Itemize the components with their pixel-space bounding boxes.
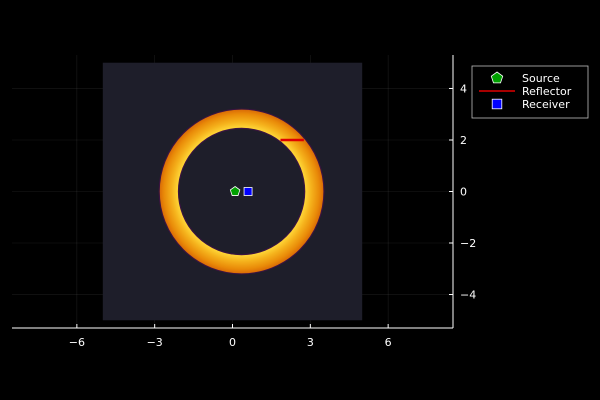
- x-tick-label: 0: [229, 336, 236, 349]
- source-point: [229, 186, 241, 196]
- x-tick-label: 6: [385, 336, 392, 349]
- legend-receiver-swatch: [491, 98, 503, 110]
- x-tick-label: −6: [69, 336, 85, 349]
- ring-outer-edge: [158, 108, 325, 275]
- y-tick-label: 0: [460, 186, 467, 199]
- y-tick-label: −4: [460, 289, 476, 302]
- x-tick-label: −3: [147, 336, 163, 349]
- y-tick-label: −2: [460, 237, 476, 250]
- ring-inner-edge: [177, 127, 306, 256]
- data-marks: [229, 138, 304, 196]
- legend-receiver-label: Receiver: [522, 98, 570, 111]
- legend-source-swatch: [490, 71, 504, 84]
- y-tick-label: 2: [460, 134, 467, 147]
- receiver-point: [243, 187, 253, 196]
- axes: −6 −3 0 3 6 −4 −2 0 2 4: [12, 55, 476, 349]
- x-tick-label: 3: [307, 336, 314, 349]
- y-tick-label: 4: [460, 82, 467, 95]
- legend-source-label: Source: [522, 72, 560, 85]
- legend-box: [471, 65, 589, 119]
- legend-reflector-label: Reflector: [522, 85, 572, 98]
